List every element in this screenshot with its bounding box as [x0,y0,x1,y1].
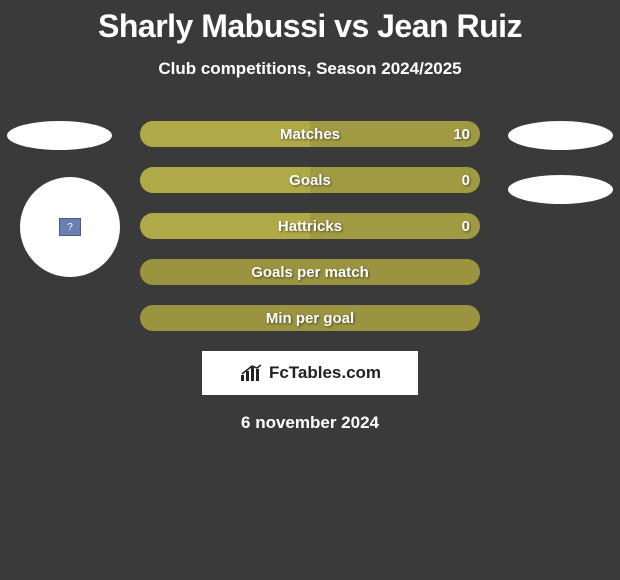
date-text: 6 november 2024 [0,413,620,433]
avatar: ? [20,177,120,277]
comparison-section: ? Matches 10 Goals 0 Hattricks 0 Goals p… [0,121,620,433]
stat-label: Min per goal [266,310,354,327]
brand-chart-icon [239,363,265,383]
player1-name: Sharly Mabussi [98,8,326,44]
right-ellipse-1 [508,121,613,150]
stat-label: Goals per match [251,264,369,281]
stat-row-min-per-goal: Min per goal [140,305,480,331]
stat-row-goals-per-match: Goals per match [140,259,480,285]
stat-bars: Matches 10 Goals 0 Hattricks 0 Goals per… [140,121,480,331]
stat-label: Hattricks [278,218,342,235]
stat-label: Matches [280,126,340,143]
player2-name: Jean Ruiz [377,8,522,44]
vs-text: vs [334,8,369,44]
right-ellipse-2 [508,175,613,204]
subtitle: Club competitions, Season 2024/2025 [0,59,620,79]
stat-row-hattricks: Hattricks 0 [140,213,480,239]
stat-value: 10 [453,126,470,143]
brand-box: FcTables.com [202,351,418,395]
page-title: Sharly Mabussi vs Jean Ruiz [0,8,620,45]
stat-label: Goals [289,172,331,189]
stat-row-matches: Matches 10 [140,121,480,147]
stat-value: 0 [462,218,470,235]
left-ellipse-1 [7,121,112,150]
stat-row-goals: Goals 0 [140,167,480,193]
avatar-placeholder-icon: ? [59,218,81,236]
brand-text: FcTables.com [269,363,381,383]
stat-fill [140,167,310,193]
stat-value: 0 [462,172,470,189]
